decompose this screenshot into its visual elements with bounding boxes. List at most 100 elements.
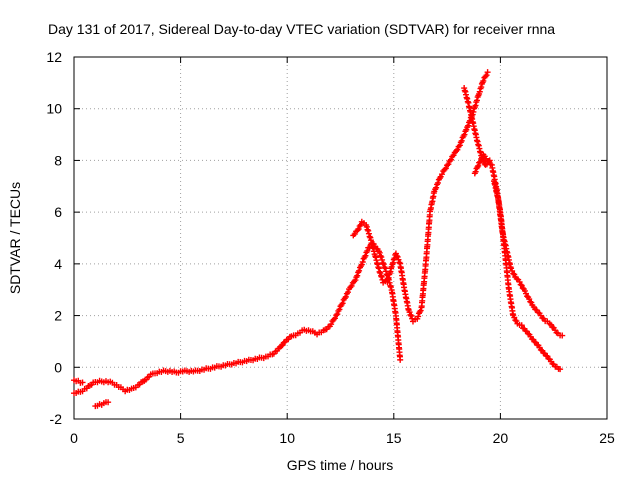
data-point-series-0: [344, 289, 351, 296]
data-point-series-0: [331, 315, 338, 322]
y-tick-label: 2: [54, 308, 62, 324]
data-point-series-3: [394, 253, 401, 260]
data-marks: [71, 69, 566, 410]
ticks: 0 5 10 15 20 25 -2 0 2 4 6 8 10 12: [46, 49, 615, 446]
data-point-series-6: [512, 317, 519, 324]
y-tick-label: 4: [54, 256, 62, 272]
data-point-series-3: [447, 156, 454, 163]
data-point-series-3: [473, 97, 480, 104]
data-point-series-3: [465, 122, 472, 129]
data-point-series-0: [336, 306, 343, 313]
y-tick-label: 6: [54, 204, 62, 220]
x-tick-label: 25: [599, 430, 615, 446]
data-point-series-3: [476, 88, 483, 95]
data-point-series-0: [328, 321, 335, 328]
data-point-series-3: [482, 73, 489, 80]
data-point-series-3: [454, 146, 461, 153]
data-point-series-0: [377, 252, 384, 259]
data-point-series-0: [387, 282, 394, 289]
data-point-series-6: [475, 162, 482, 169]
data-point-series-6: [557, 366, 564, 373]
x-tick-label: 10: [279, 430, 295, 446]
data-point-series-5: [527, 298, 534, 305]
data-point-series-3: [434, 179, 441, 186]
data-point-series-0: [333, 312, 340, 319]
data-point-series-6: [531, 338, 538, 345]
data-point-series-3: [478, 84, 485, 91]
x-axis-label: GPS time / hours: [287, 457, 394, 473]
x-tick-label: 15: [386, 430, 402, 446]
data-point-series-3: [378, 272, 385, 279]
data-point-series-3: [354, 227, 361, 234]
data-point-series-0: [362, 252, 369, 259]
data-point-series-0: [364, 247, 371, 254]
y-tick-label: 8: [54, 152, 62, 168]
data-point-series-6: [518, 322, 525, 329]
data-point-series-3: [365, 227, 372, 234]
data-point-series-3: [393, 252, 400, 259]
data-point-series-3: [450, 152, 457, 159]
data-point-series-3: [406, 309, 413, 316]
data-point-series-3: [375, 265, 382, 272]
data-point-series-3: [444, 162, 451, 169]
data-point-series-3: [483, 72, 490, 79]
data-point-series-3: [415, 313, 422, 320]
data-point-series-3: [378, 273, 385, 280]
data-point-series-5: [559, 332, 566, 339]
data-point-series-3: [458, 137, 465, 144]
data-point-series-3: [456, 142, 463, 149]
data-point-series-3: [472, 102, 479, 109]
data-point-series-3: [364, 226, 371, 233]
data-point-series-3: [377, 269, 384, 276]
data-point-series-3: [363, 223, 370, 230]
data-point-series-3: [438, 171, 445, 178]
data-point-series-3: [409, 315, 416, 322]
data-point-series-0: [397, 356, 404, 363]
data-point-series-0: [348, 282, 355, 289]
data-point-series-3: [407, 311, 414, 318]
data-point-series-3: [356, 223, 363, 230]
data-point-series-0: [379, 256, 386, 263]
data-point-series-3: [390, 259, 397, 266]
data-point-series-6: [476, 159, 483, 166]
grid: [74, 57, 607, 419]
data-point-series-3: [366, 233, 373, 240]
data-point-series-3: [408, 312, 415, 319]
data-point-series-0: [356, 267, 363, 274]
data-point-series-0: [376, 249, 383, 256]
data-point-series-3: [395, 256, 402, 263]
data-point-series-3: [484, 69, 491, 76]
data-point-series-0: [352, 277, 359, 284]
data-point-series-0: [380, 261, 387, 268]
data-point-series-3: [396, 259, 403, 266]
data-point-series-0: [334, 311, 341, 318]
y-tick-label: 10: [46, 101, 62, 117]
data-point-series-6: [537, 346, 544, 353]
data-point-series-0: [354, 272, 361, 279]
data-point-series-3: [355, 226, 362, 233]
data-point-series-6: [477, 158, 484, 165]
x-tick-label: 0: [70, 430, 78, 446]
data-point-series-1: [79, 379, 86, 386]
data-point-series-3: [461, 131, 468, 138]
data-point-series-3: [365, 230, 372, 237]
x-tick-label: 5: [177, 430, 185, 446]
data-point-series-3: [417, 307, 424, 314]
data-point-series-3: [433, 184, 440, 191]
data-point-series-3: [480, 77, 487, 84]
data-point-series-0: [378, 254, 385, 261]
data-point-series-5: [510, 270, 517, 277]
data-point-series-0: [280, 339, 287, 346]
data-point-series-2: [105, 399, 112, 406]
data-point-series-0: [339, 300, 346, 307]
y-tick-label: 0: [54, 359, 62, 375]
data-point-series-3: [357, 221, 364, 228]
data-point-series-0: [278, 343, 285, 350]
plot-frame: [73, 56, 608, 420]
chart-title: Day 131 of 2017, Sidereal Day-to-day VTE…: [48, 21, 555, 37]
data-point-series-3: [445, 161, 452, 168]
data-point-series-5: [517, 281, 524, 288]
data-point-series-0: [381, 264, 388, 271]
data-point-series-0: [342, 293, 349, 300]
